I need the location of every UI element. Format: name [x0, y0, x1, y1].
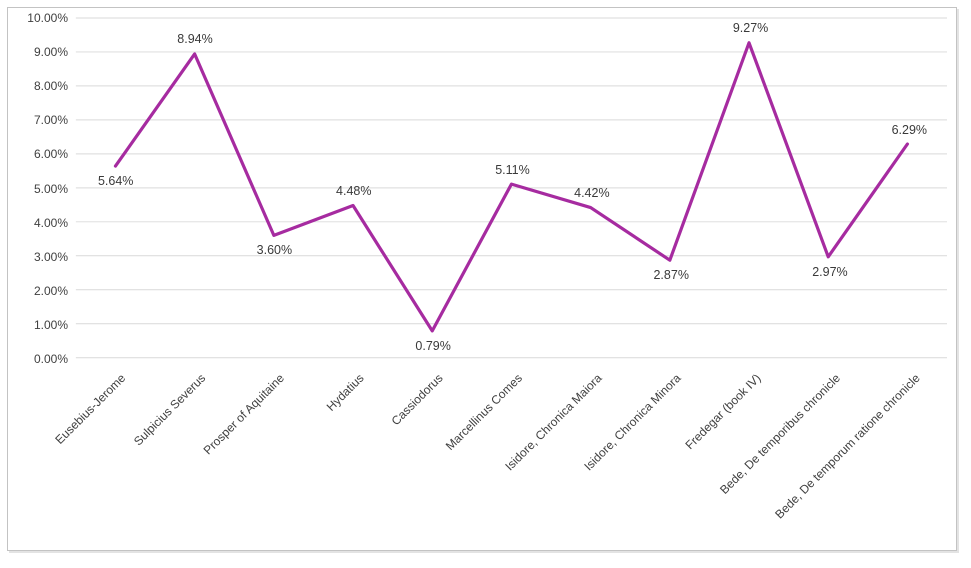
- data-label: 6.29%: [891, 122, 928, 137]
- data-series-line: [113, 41, 910, 333]
- data-label: 9.27%: [732, 20, 769, 35]
- y-axis-tick-label: 0.00%: [33, 352, 68, 366]
- y-axis-tick-label: 10.00%: [27, 11, 68, 25]
- y-axis-tick-label: 1.00%: [33, 317, 68, 332]
- y-axis-tick-label: 7.00%: [33, 113, 68, 128]
- data-label: 4.42%: [574, 186, 610, 201]
- y-axis-tick-label: 5.00%: [33, 181, 68, 196]
- data-label: 8.94%: [177, 32, 213, 47]
- y-axis-tick-label: 8.00%: [33, 79, 68, 94]
- data-label: 5.11%: [495, 162, 530, 177]
- y-axis-tick-label: 6.00%: [33, 147, 68, 162]
- data-label: 4.48%: [336, 184, 372, 199]
- y-axis-tick-label: 4.00%: [33, 215, 68, 230]
- data-label: 2.97%: [812, 264, 848, 279]
- line-plot: [75, 17, 948, 359]
- y-axis-tick-label: 9.00%: [33, 45, 68, 60]
- y-axis-tick-label: 2.00%: [33, 283, 68, 298]
- chart-frame: 0.00% 1.00% 2.00% 3.00% 4.00% 5.00% 6.00% 7.00%…: [7, 7, 957, 551]
- y-axis-tick-label: 3.00%: [33, 249, 68, 264]
- data-label: 3.60%: [256, 243, 293, 258]
- data-label: 5.64%: [97, 173, 134, 188]
- data-label: 2.87%: [653, 268, 689, 283]
- data-label: 0.79%: [415, 339, 451, 354]
